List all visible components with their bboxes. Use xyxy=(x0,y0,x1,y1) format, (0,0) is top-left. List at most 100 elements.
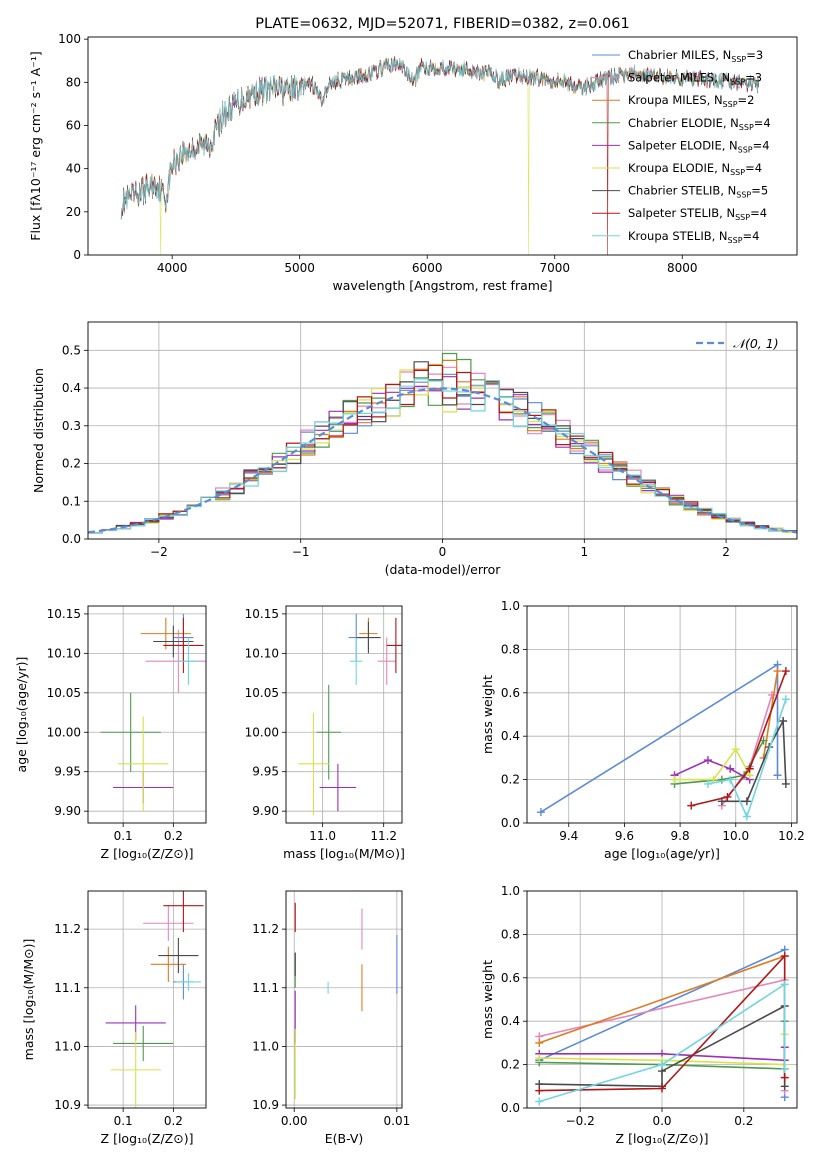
weight-vs-age-x-tick-label: 9.4 xyxy=(559,829,578,843)
weight-vs-age-y-axis-label: mass weight xyxy=(480,675,495,754)
weight-marker xyxy=(731,745,740,754)
mass-vs-Z-x-tick-label: 0.1 xyxy=(114,1114,133,1128)
legend-entry: Chabrier MILES, NSSP=3 xyxy=(592,48,763,64)
age-vs-Z-panel: 0.1 0.2 9.90 9.95 10.00 10.05 10.10 10.15 Z [log… xyxy=(14,605,207,861)
spectrum-series-kroupa-elodie xyxy=(120,57,759,255)
age-vs-Z-x-tick-label: 0.2 xyxy=(164,829,183,843)
weight-vs-age-x-tick-label: 9.6 xyxy=(615,829,634,843)
age-vs-mass-panel: 11.0 11.2 9.90 9.95 10.00 10.05 10.10 10.15 mass… xyxy=(245,605,405,861)
age-vs-Z-x-tick-label: 0.1 xyxy=(114,829,133,843)
errorbar-point xyxy=(143,905,194,941)
weight-marker xyxy=(726,764,735,773)
mass-vs-Z-y-tick-label: 10.9 xyxy=(54,1098,81,1112)
residuals-x-axis-label: (data-model)/error xyxy=(385,562,502,577)
legend-entry: Salpeter ELODIE, NSSP=4 xyxy=(592,138,770,154)
age-vs-mass-y-tick-label: 10.10 xyxy=(245,646,279,660)
age-vs-mass-y-tick-label: 10.00 xyxy=(245,725,279,739)
weight-vs-age-panel: 9.4 9.6 9.8 10.0 10.2 0.0 0.2 0.4 0.6 0.8 1.0 age [… xyxy=(480,599,805,861)
residuals-y-tick-label: 0.4 xyxy=(62,381,81,395)
mass-vs-EBV-x-tick-label: 0.01 xyxy=(384,1114,411,1128)
mass-vs-Z-x-tick-label: 0.2 xyxy=(164,1114,183,1128)
weight-marker xyxy=(658,1084,666,1093)
spectrum-y-tick-label: 60 xyxy=(66,118,81,132)
weight-vs-Z-x-tick-label: −0.2 xyxy=(566,1114,595,1128)
normal-reference-curve xyxy=(88,387,797,534)
weight-vs-Z-plot-area xyxy=(535,945,789,1106)
age-vs-mass-plot-area xyxy=(298,613,402,816)
age-vs-mass-y-tick-label: 10.05 xyxy=(245,686,279,700)
weight-marker xyxy=(703,779,712,788)
age-vs-Z-y-tick-label: 10.05 xyxy=(47,686,81,700)
mass-vs-Z-x-axis-label: Z [log₁₀(Z/Z⊙)] xyxy=(101,1131,194,1146)
spectrum-y-tick-label: 100 xyxy=(58,32,81,46)
spectrum-series-kroupa-stelib xyxy=(120,57,759,220)
mass-vs-EBV-plot-area xyxy=(294,902,398,1100)
residuals-y-axis-label: Normed distribution xyxy=(31,368,46,493)
weight-vs-age-x-axis-label: age [log₁₀(age/yr)] xyxy=(604,846,720,861)
errorbar-point xyxy=(110,1031,161,1108)
residuals-y-tick-label: 0.5 xyxy=(62,343,81,357)
mass-vs-EBV-x-tick-label: 0.00 xyxy=(281,1114,308,1128)
weight-marker xyxy=(767,690,776,699)
age-vs-mass-y-tick-label: 9.90 xyxy=(252,804,279,818)
errorbar-point xyxy=(175,973,201,991)
weight-vs-age-frame xyxy=(526,605,798,824)
residuals-y-tick-label: 0.2 xyxy=(62,457,81,471)
weight-marker xyxy=(773,771,782,780)
errorbar-point xyxy=(163,891,204,933)
errorbar-point xyxy=(150,946,186,982)
mass-vs-Z-y-tick-label: 11.0 xyxy=(54,1039,81,1053)
weight-marker xyxy=(780,1073,789,1082)
legend-label: Chabrier ELODIE, NSSP=4 xyxy=(628,116,771,132)
weight-line-kroupa-elodie xyxy=(674,747,751,781)
age-vs-Z-plot-area xyxy=(100,613,206,812)
residuals-x-tick-label: 0 xyxy=(439,545,447,559)
weight-marker xyxy=(779,717,788,726)
spectrum-y-axis-label: Flux [fλ10⁻¹⁷ erg cm⁻² s⁻¹ A⁻¹] xyxy=(28,51,43,240)
weight-line-chabrier-miles xyxy=(540,663,779,813)
residuals-plot-area xyxy=(88,352,797,534)
errorbar-point xyxy=(377,637,396,685)
mass-vs-EBV-x-axis-label: E(B-V) xyxy=(325,1131,364,1146)
weight-vs-Z-y-axis-label: mass weight xyxy=(480,960,495,1039)
weight-marker xyxy=(536,808,545,817)
mass-vs-EBV-y-tick-label: 11.0 xyxy=(252,1039,279,1053)
weight-marker xyxy=(742,812,751,821)
errorbar-point xyxy=(153,625,194,658)
age-vs-mass-x-tick-label: 11.0 xyxy=(309,829,336,843)
residuals-panel: −2 −1 0 1 2 0.0 0.1 0.2 0.3 0.4 0.5 (data-model)/er… xyxy=(31,321,798,577)
mass-vs-Z-y-axis-label: mass [log₁₀(M/M⊙)] xyxy=(21,939,36,1061)
residuals-x-tick-label: 2 xyxy=(722,545,730,559)
weight-vs-Z-y-tick-label: 0.6 xyxy=(501,971,520,985)
age-vs-Z-y-tick-label: 10.10 xyxy=(47,646,81,660)
mass-vs-Z-frame xyxy=(87,890,207,1109)
weight-vs-Z-y-tick-label: 1.0 xyxy=(501,884,520,898)
legend-entry: Salpeter STELIB, NSSP=4 xyxy=(592,206,767,222)
errorbar-point xyxy=(118,716,169,812)
weight-vs-age-plot-area xyxy=(536,660,790,821)
spectrum-x-tick-label: 4000 xyxy=(157,261,188,275)
weight-vs-age-y-tick-label: 0.8 xyxy=(501,642,520,656)
weight-marker xyxy=(535,1038,544,1047)
weight-marker xyxy=(781,779,790,788)
legend-label: Salpeter ELODIE, NSSP=4 xyxy=(628,138,770,154)
residuals-y-tick-label: 0.1 xyxy=(62,494,81,508)
legend-label: Salpeter MILES, NSSP=3 xyxy=(628,71,762,87)
weight-line-salpeter-elodie xyxy=(674,759,751,781)
weight-marker xyxy=(717,775,726,784)
spectrum-y-tick-label: 40 xyxy=(66,162,81,176)
legend-label: Kroupa ELODIE, NSSP=4 xyxy=(628,161,762,177)
weight-vs-Z-y-tick-label: 0.0 xyxy=(501,1101,520,1115)
weight-marker xyxy=(780,952,789,961)
legend-label: Chabrier MILES, NSSP=3 xyxy=(628,48,763,64)
spectrum-plot-area xyxy=(120,56,759,255)
weight-vs-Z-x-tick-label: 0.0 xyxy=(652,1114,671,1128)
errorbar-point xyxy=(145,629,206,693)
errorbar-point xyxy=(356,621,381,654)
weight-vs-Z-x-tick-label: 0.2 xyxy=(734,1114,753,1128)
mass-vs-Z-panel: 0.1 0.2 10.9 11.0 11.1 11.2 Z [log₁₀(Z/Z⊙)] mas… xyxy=(21,890,207,1146)
age-vs-Z-y-tick-label: 9.90 xyxy=(54,804,81,818)
age-vs-mass-y-tick-label: 9.95 xyxy=(252,765,279,779)
weight-vs-age-y-tick-label: 0.6 xyxy=(501,686,520,700)
